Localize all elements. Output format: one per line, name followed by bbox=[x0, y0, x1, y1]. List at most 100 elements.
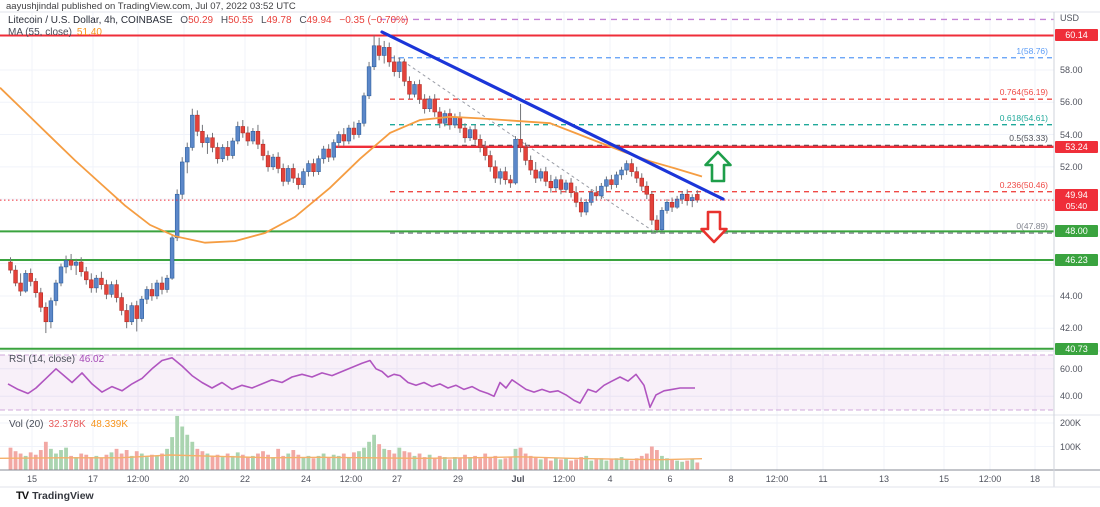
candle-body bbox=[33, 281, 38, 294]
volume-bar bbox=[609, 459, 614, 470]
candle-body bbox=[68, 260, 74, 266]
fib-level-label: 0.764(56.19) bbox=[999, 87, 1048, 98]
candle-body bbox=[624, 163, 629, 171]
volume-bar bbox=[119, 453, 124, 470]
open-value: 50.29 bbox=[188, 15, 214, 26]
volume-bar bbox=[281, 455, 286, 470]
volume-bar bbox=[432, 458, 437, 470]
volume-bar bbox=[543, 457, 548, 470]
rsi-legend[interactable]: RSI (14, close) 46.02 bbox=[9, 354, 104, 365]
volume-bar bbox=[114, 448, 119, 470]
volume-bar bbox=[518, 447, 523, 470]
volume-bar bbox=[382, 448, 387, 470]
volume-bar bbox=[139, 453, 144, 470]
volume-bar bbox=[367, 441, 371, 470]
volume-bar bbox=[129, 455, 134, 470]
volume-bar bbox=[493, 455, 498, 470]
candle-body bbox=[538, 171, 543, 179]
candle-body bbox=[381, 47, 387, 56]
candle-body bbox=[679, 193, 685, 200]
volume-bar bbox=[74, 457, 79, 470]
volume-bar bbox=[165, 448, 169, 470]
volume-bar bbox=[245, 457, 250, 470]
fib-diagonal[interactable] bbox=[397, 57, 657, 234]
candle-body bbox=[583, 202, 589, 213]
volume-bar bbox=[89, 457, 94, 470]
volume-bar bbox=[569, 460, 573, 470]
fib-level-label: 0(47.89) bbox=[1016, 221, 1048, 232]
candle-body bbox=[614, 174, 619, 185]
vol-ma-value: 48.339K bbox=[90, 419, 128, 430]
candle-body bbox=[260, 143, 266, 156]
up-arrow-annotation[interactable] bbox=[704, 150, 732, 183]
volume-bar bbox=[230, 455, 235, 470]
candle-body bbox=[488, 155, 493, 168]
volume-bar bbox=[352, 452, 356, 470]
volume-legend[interactable]: Vol (20) 32.378K 48.339K bbox=[9, 419, 128, 430]
candle-body bbox=[664, 202, 670, 211]
candle-body bbox=[361, 95, 367, 124]
volume-bar bbox=[554, 458, 558, 470]
volume-bar bbox=[38, 450, 43, 470]
candle-body bbox=[296, 177, 301, 185]
volume-bar bbox=[498, 459, 503, 470]
candle-body bbox=[558, 179, 564, 190]
volume-bar bbox=[548, 460, 553, 470]
volume-bar bbox=[523, 453, 528, 470]
candle-body bbox=[366, 66, 372, 97]
volume-bar bbox=[109, 452, 114, 470]
volume-bar bbox=[104, 454, 109, 470]
candle-body bbox=[144, 289, 150, 300]
price-axis-badge: 48.00 bbox=[1055, 225, 1098, 238]
ma55-line bbox=[0, 87, 703, 244]
volume-bar bbox=[23, 455, 28, 470]
candle-body bbox=[482, 147, 488, 156]
candle-body bbox=[432, 98, 437, 113]
ma-legend[interactable]: MA (55, close) 51.40 bbox=[8, 27, 102, 38]
volume-bar bbox=[28, 452, 33, 470]
fib-level-label: 0.5(53.33) bbox=[1009, 133, 1048, 144]
volume-bar bbox=[594, 459, 599, 470]
candle-body bbox=[472, 129, 478, 140]
volume-bar bbox=[306, 455, 311, 470]
volume-bar bbox=[49, 448, 53, 470]
volume-bar bbox=[225, 453, 230, 470]
candle-body bbox=[23, 273, 28, 292]
candle-body bbox=[139, 298, 144, 319]
candle-body bbox=[412, 84, 417, 95]
candle-body bbox=[94, 277, 99, 289]
volume-bar bbox=[447, 459, 452, 470]
candle-body bbox=[427, 98, 432, 110]
volume-bar bbox=[316, 455, 321, 470]
candle-body bbox=[644, 185, 650, 195]
candle-body bbox=[387, 47, 392, 63]
tradingview-logo[interactable]: TV TradingView bbox=[16, 490, 94, 502]
candle-body bbox=[467, 129, 473, 139]
badge-countdown: 05:40 bbox=[1065, 201, 1088, 212]
candle-body bbox=[28, 273, 33, 282]
candle-body bbox=[114, 284, 119, 298]
candle-body bbox=[568, 182, 574, 193]
down-arrow-annotation[interactable] bbox=[700, 210, 728, 244]
candle-body bbox=[659, 210, 665, 231]
candle-body bbox=[265, 155, 271, 168]
trendline[interactable] bbox=[380, 30, 725, 201]
volume-bar bbox=[43, 441, 48, 470]
symbol-legend[interactable]: Litecoin / U.S. Dollar, 4h, COINBASE O50… bbox=[8, 15, 408, 26]
candle-body bbox=[185, 147, 190, 163]
candle-body bbox=[180, 161, 185, 195]
candle-body bbox=[8, 261, 13, 271]
candle-body bbox=[169, 237, 175, 279]
candle-body bbox=[407, 80, 412, 95]
volume-bar bbox=[387, 450, 392, 470]
candle-body bbox=[508, 179, 513, 184]
volume-bar bbox=[559, 459, 563, 470]
candle-body bbox=[159, 282, 165, 290]
time-tick: 18 bbox=[1029, 474, 1040, 484]
candle-body bbox=[255, 131, 261, 145]
volume-bar bbox=[205, 453, 210, 470]
ma-label: MA (55, close) bbox=[8, 27, 72, 38]
candle-body bbox=[402, 61, 407, 82]
